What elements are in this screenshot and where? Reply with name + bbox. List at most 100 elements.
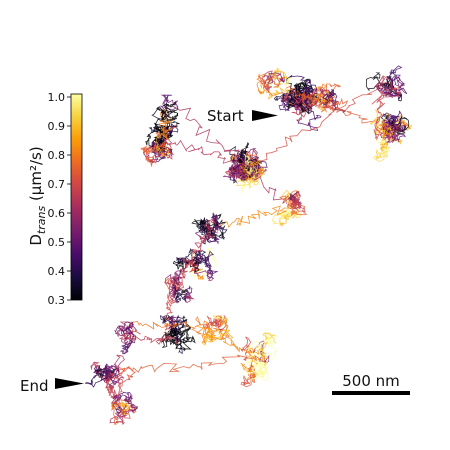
trajectory-segment bbox=[154, 141, 170, 158]
trajectory-segment bbox=[296, 114, 322, 132]
trajectory-segment bbox=[182, 328, 196, 344]
trajectory-segment bbox=[124, 392, 138, 413]
trajectory-segment bbox=[172, 326, 191, 345]
trajectory-bridge bbox=[286, 85, 396, 137]
trajectory-segment bbox=[262, 331, 277, 344]
trajectory-bridge bbox=[203, 330, 265, 361]
trajectory-segment bbox=[249, 160, 265, 175]
trajectory-segment bbox=[172, 258, 186, 273]
trajectory-segment bbox=[111, 366, 136, 380]
start-arrow bbox=[252, 110, 278, 121]
trajectory-segment bbox=[246, 165, 257, 176]
end-label: End bbox=[20, 377, 49, 395]
trajectory-segment bbox=[319, 88, 337, 106]
trajectory-segment bbox=[199, 223, 212, 245]
trajectory-segment bbox=[263, 70, 282, 91]
trajectory-segment bbox=[382, 125, 396, 142]
trajectory-segment bbox=[289, 75, 312, 102]
trajectory-segment bbox=[195, 250, 215, 264]
trajectory-segment bbox=[214, 224, 228, 240]
trajectory-segment bbox=[246, 351, 262, 366]
colorbar: 1.0 0.9 0.8 0.7 0.6 0.5 0.4 0.3 Dtrans (µm²/s) bbox=[27, 91, 83, 307]
colorbar-tick-label: 0.9 bbox=[48, 120, 66, 133]
trajectory-segment bbox=[163, 94, 172, 109]
colorbar-tick-label: 0.8 bbox=[48, 149, 66, 162]
trajectory-segment bbox=[109, 411, 127, 426]
trajectory-segment bbox=[381, 82, 393, 95]
scale-bar: 500 nm bbox=[332, 372, 410, 395]
trajectory-bridge bbox=[371, 81, 388, 141]
trajectory-segment bbox=[183, 293, 195, 303]
trajectory-bridge bbox=[103, 377, 122, 406]
trajectory-bridge bbox=[266, 85, 347, 112]
trajectory-bridge bbox=[177, 107, 288, 204]
trajectory-segment bbox=[238, 141, 250, 171]
colorbar-label-main: D bbox=[27, 234, 45, 246]
colorbar-tick-label: 0.3 bbox=[48, 294, 66, 307]
trajectory-segment bbox=[325, 83, 342, 97]
trajectory-segment bbox=[161, 101, 179, 116]
colorbar-tick-label: 0.6 bbox=[48, 207, 66, 220]
trajectory-segment bbox=[171, 270, 183, 295]
trajectory-segment bbox=[121, 328, 141, 341]
colorbar-label-unit: (µm²/s) bbox=[27, 146, 45, 206]
scale-bar-line bbox=[332, 391, 410, 395]
trajectory-segment bbox=[241, 171, 261, 186]
start-annotation: Start bbox=[207, 107, 278, 125]
trajectory-segment bbox=[140, 142, 158, 160]
trajectory-segment bbox=[115, 375, 131, 395]
trajectory-bridge bbox=[157, 136, 249, 166]
trajectory-segment bbox=[271, 211, 289, 225]
trajectory-segment bbox=[206, 224, 222, 245]
trajectory-segment bbox=[323, 88, 336, 107]
colorbar-label: Dtrans (µm²/s) bbox=[27, 146, 48, 245]
trajectory-segment bbox=[365, 72, 386, 91]
trajectory-segment bbox=[247, 340, 262, 357]
trajectory-segment bbox=[244, 364, 263, 379]
trajectory-segment bbox=[244, 154, 252, 172]
scale-bar-label: 500 nm bbox=[342, 372, 400, 390]
trajectory-segment bbox=[163, 314, 192, 330]
trajectory-segment bbox=[273, 93, 299, 102]
trajectory-segment bbox=[289, 190, 306, 213]
trajectory-segment bbox=[120, 404, 137, 419]
trajectory-segment bbox=[202, 316, 218, 331]
trajectory-segment bbox=[156, 106, 179, 120]
trajectory-segment bbox=[278, 210, 298, 227]
trajectory-segment bbox=[228, 164, 244, 182]
trajectory-bridge bbox=[129, 334, 178, 345]
trajectory-segment bbox=[176, 318, 188, 355]
trajectory-segment bbox=[194, 316, 211, 344]
trajectory-segment bbox=[110, 394, 134, 408]
trajectory-segment bbox=[172, 287, 187, 304]
colorbar-gradient bbox=[70, 93, 83, 301]
trajectory-segment bbox=[208, 316, 228, 342]
trajectory bbox=[85, 65, 412, 426]
trajectory-segment bbox=[290, 203, 308, 216]
trajectory-segment bbox=[169, 326, 177, 346]
trajectory-segment bbox=[101, 364, 115, 377]
colorbar-tick-label: 0.4 bbox=[48, 265, 66, 278]
trajectory-segment bbox=[85, 373, 108, 388]
trajectory-segment bbox=[256, 72, 267, 95]
trajectory-segment bbox=[373, 146, 388, 163]
trajectory-segment bbox=[143, 144, 158, 155]
trajectory-segment bbox=[111, 402, 130, 415]
trajectory-segment bbox=[258, 73, 275, 89]
trajectory-segment bbox=[154, 132, 170, 158]
colorbar-tick-label: 0.5 bbox=[48, 236, 66, 249]
colorbar-tick-label: 1.0 bbox=[48, 91, 66, 104]
trajectory-segment bbox=[232, 155, 247, 168]
trajectory-segment bbox=[215, 315, 230, 341]
trajectory-segment bbox=[168, 289, 178, 304]
trajectory-segment bbox=[374, 138, 390, 156]
trajectory-segment bbox=[159, 315, 181, 342]
colorbar-label-sub: trans bbox=[35, 206, 48, 235]
trajectory-segment bbox=[210, 212, 221, 230]
trajectory-segment bbox=[168, 314, 180, 329]
trajectory-segment bbox=[151, 106, 175, 120]
trajectory-segment bbox=[262, 87, 291, 101]
colorbar-ticks: 1.0 0.9 0.8 0.7 0.6 0.5 0.4 0.3 bbox=[48, 91, 71, 307]
trajectory-segment bbox=[193, 255, 204, 266]
